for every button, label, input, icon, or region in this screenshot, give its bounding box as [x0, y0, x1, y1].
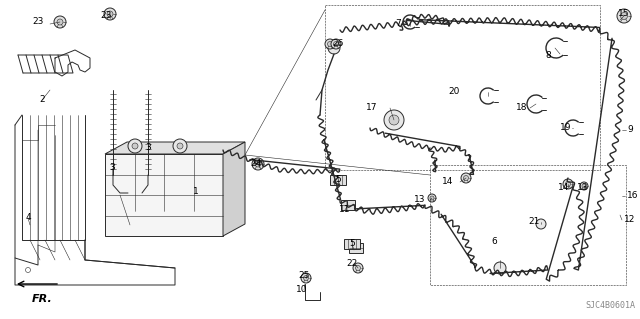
Text: 20: 20	[448, 87, 460, 97]
Text: 25: 25	[298, 271, 310, 280]
Bar	[105, 154, 223, 236]
Bar	[325, 5, 600, 170]
Circle shape	[389, 115, 399, 125]
Text: 23: 23	[100, 11, 112, 20]
Circle shape	[107, 11, 113, 17]
Circle shape	[128, 139, 142, 153]
Circle shape	[328, 41, 333, 47]
Text: 19: 19	[560, 123, 572, 132]
Text: 26: 26	[332, 40, 344, 48]
Bar	[430, 165, 626, 285]
Text: 1: 1	[193, 188, 199, 197]
Text: 8: 8	[545, 51, 551, 61]
Text: 3: 3	[109, 164, 115, 173]
Circle shape	[566, 182, 570, 187]
Circle shape	[325, 39, 335, 49]
Text: 24: 24	[250, 160, 262, 168]
Text: 4: 4	[25, 213, 31, 222]
Text: 6: 6	[491, 238, 497, 247]
Polygon shape	[105, 142, 245, 154]
Circle shape	[54, 16, 66, 28]
Circle shape	[563, 179, 573, 189]
Text: 11: 11	[339, 205, 351, 214]
Text: 18: 18	[516, 103, 528, 113]
Circle shape	[173, 139, 187, 153]
Circle shape	[355, 265, 360, 271]
Text: 9: 9	[627, 125, 633, 135]
Circle shape	[255, 161, 261, 167]
Circle shape	[177, 143, 183, 149]
Circle shape	[582, 184, 586, 188]
Circle shape	[428, 194, 436, 202]
Circle shape	[252, 158, 264, 170]
Text: 16: 16	[627, 191, 639, 201]
Circle shape	[328, 42, 340, 54]
Circle shape	[331, 39, 341, 49]
Bar	[344, 239, 360, 249]
Text: 5: 5	[349, 240, 355, 249]
Text: 17: 17	[366, 103, 378, 113]
Text: 14: 14	[442, 177, 454, 187]
Bar	[330, 175, 346, 185]
Bar	[349, 243, 363, 253]
Circle shape	[353, 263, 363, 273]
Text: 21: 21	[528, 218, 540, 226]
Text: 3: 3	[145, 144, 151, 152]
Bar	[341, 200, 355, 210]
Circle shape	[463, 175, 468, 181]
Text: 15: 15	[618, 10, 630, 19]
Text: 23: 23	[32, 18, 44, 26]
Circle shape	[132, 143, 138, 149]
Circle shape	[536, 219, 546, 229]
Circle shape	[303, 276, 308, 280]
Circle shape	[430, 196, 434, 200]
Circle shape	[104, 8, 116, 20]
Circle shape	[621, 12, 627, 19]
Text: 7: 7	[395, 19, 401, 28]
Text: 2: 2	[39, 95, 45, 105]
Text: 5: 5	[335, 175, 341, 184]
Text: SJC4B0601A: SJC4B0601A	[585, 301, 635, 310]
Text: FR.: FR.	[31, 294, 52, 304]
Circle shape	[494, 262, 506, 274]
Text: 22: 22	[346, 259, 358, 269]
Text: 13: 13	[414, 196, 426, 204]
Circle shape	[57, 19, 63, 25]
Circle shape	[461, 173, 471, 183]
Text: 10: 10	[296, 286, 308, 294]
Text: 12: 12	[624, 216, 636, 225]
Circle shape	[333, 41, 339, 47]
Polygon shape	[223, 142, 245, 236]
Text: 14: 14	[558, 183, 570, 192]
Circle shape	[384, 110, 404, 130]
Circle shape	[617, 9, 631, 23]
Text: 13: 13	[577, 183, 589, 192]
Circle shape	[301, 273, 311, 283]
Circle shape	[580, 182, 588, 190]
